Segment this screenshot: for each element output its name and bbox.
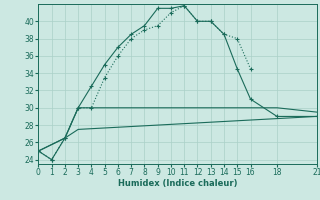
X-axis label: Humidex (Indice chaleur): Humidex (Indice chaleur) — [118, 179, 237, 188]
